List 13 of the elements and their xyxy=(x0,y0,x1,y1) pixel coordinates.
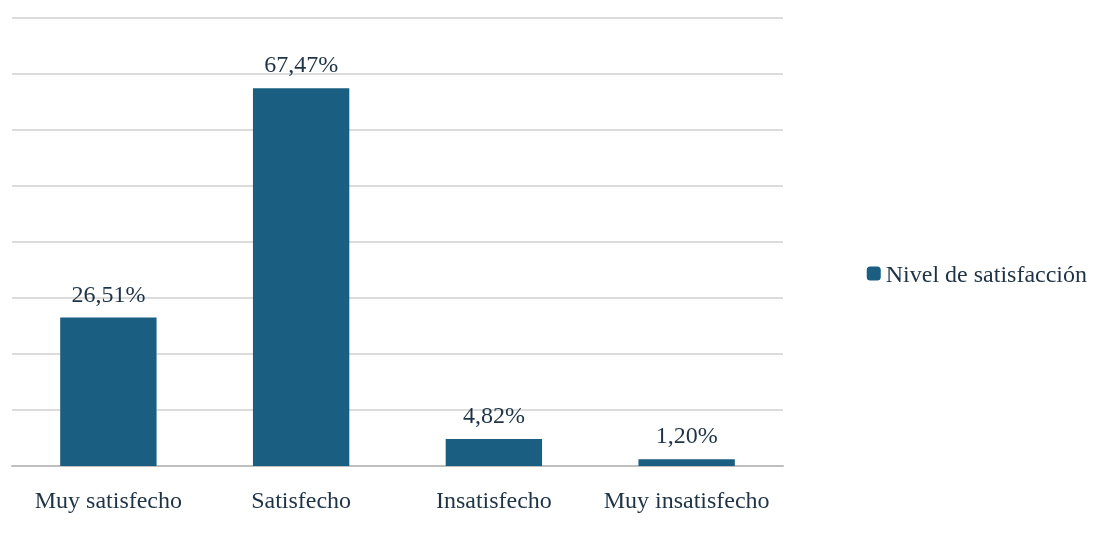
bar xyxy=(445,439,543,466)
x-tick-label: Muy satisfecho xyxy=(34,487,183,513)
data-label: 1,20% xyxy=(655,422,718,449)
bar xyxy=(638,459,735,466)
legend-label: Nivel de satisfacción xyxy=(885,260,1088,287)
data-label: 4,82% xyxy=(462,402,525,429)
bar xyxy=(252,88,350,466)
data-label: 26,51% xyxy=(71,280,146,307)
x-tick-label: Muy insatisfecho xyxy=(603,487,770,513)
data-label: 67,47% xyxy=(264,51,339,78)
x-tick-label: Insatisfecho xyxy=(435,487,552,513)
bar xyxy=(60,317,157,466)
x-tick-label: Satisfecho xyxy=(251,487,352,513)
